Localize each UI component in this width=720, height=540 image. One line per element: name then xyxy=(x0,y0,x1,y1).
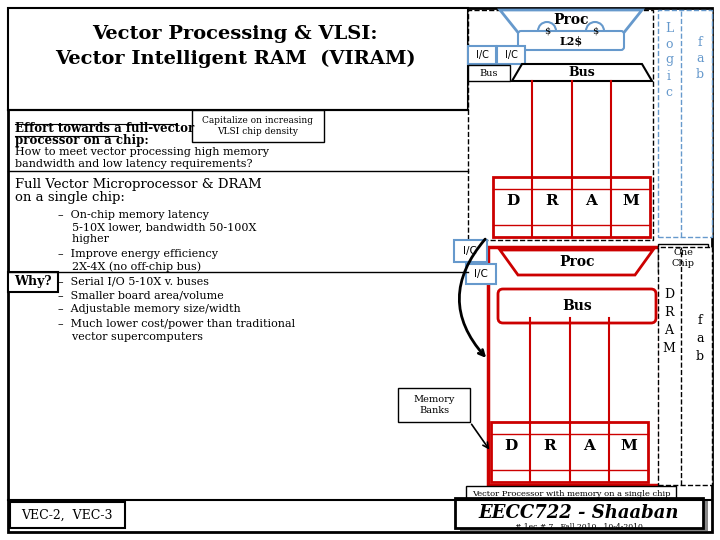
Text: I/C: I/C xyxy=(474,269,488,279)
Text: on a single chip:: on a single chip: xyxy=(15,191,125,204)
Text: c: c xyxy=(665,85,672,98)
Bar xyxy=(454,240,487,262)
Text: Bus: Bus xyxy=(562,299,592,313)
Text: f: f xyxy=(698,314,702,327)
Bar xyxy=(192,110,324,142)
Bar xyxy=(497,46,525,64)
Text: Full Vector Microprocessor & DRAM: Full Vector Microprocessor & DRAM xyxy=(15,178,262,191)
Text: 5-10X lower, bandwidth 50-100X: 5-10X lower, bandwidth 50-100X xyxy=(58,222,256,232)
Text: Proc: Proc xyxy=(553,13,589,27)
Text: Vector Intelligent RAM  (VIRAM): Vector Intelligent RAM (VIRAM) xyxy=(55,50,415,68)
FancyBboxPatch shape xyxy=(518,31,624,50)
Text: b: b xyxy=(696,69,704,82)
Bar xyxy=(658,247,712,485)
Text: a: a xyxy=(696,332,703,345)
Text: –  Much lower cost/power than traditional: – Much lower cost/power than traditional xyxy=(58,319,295,329)
Bar xyxy=(658,10,712,237)
Bar xyxy=(491,422,648,482)
Text: L2$: L2$ xyxy=(559,36,582,46)
Text: Capitalize on increasing
VLSI chip density: Capitalize on increasing VLSI chip densi… xyxy=(202,116,313,137)
Text: higher: higher xyxy=(58,234,109,244)
Text: –  Improve energy efficiency: – Improve energy efficiency xyxy=(58,249,218,259)
Text: One
Chip: One Chip xyxy=(672,248,695,268)
Text: R: R xyxy=(665,307,674,320)
Bar xyxy=(8,8,468,110)
Text: # 1ec # 7   Fall 2010   10-4-2010: # 1ec # 7 Fall 2010 10-4-2010 xyxy=(515,523,643,531)
Text: b: b xyxy=(696,349,704,362)
Circle shape xyxy=(538,22,556,40)
Text: a: a xyxy=(696,52,703,65)
Text: bandwidth and low latency requirements?: bandwidth and low latency requirements? xyxy=(15,159,253,169)
Bar xyxy=(658,244,708,272)
Bar xyxy=(466,264,496,284)
Polygon shape xyxy=(512,64,652,81)
Text: I/C: I/C xyxy=(476,50,488,60)
Text: Why?: Why? xyxy=(14,275,52,288)
Text: How to meet vector processing high memory: How to meet vector processing high memor… xyxy=(15,147,269,157)
Bar xyxy=(468,10,653,240)
Bar xyxy=(493,177,650,237)
Text: Effort towards a full-vector: Effort towards a full-vector xyxy=(15,122,194,135)
Text: R: R xyxy=(544,439,556,453)
Text: D: D xyxy=(664,288,674,301)
Text: o: o xyxy=(665,37,672,51)
Text: A: A xyxy=(665,325,673,338)
Circle shape xyxy=(586,22,604,40)
Text: Vector Processing & VLSI:: Vector Processing & VLSI: xyxy=(92,25,378,43)
Text: D: D xyxy=(506,194,519,208)
Text: g: g xyxy=(665,53,673,66)
Bar xyxy=(460,501,708,531)
Text: i: i xyxy=(667,70,671,83)
Text: I/C: I/C xyxy=(463,246,477,256)
Bar xyxy=(398,388,470,422)
Text: D: D xyxy=(504,439,517,453)
Text: –  On-chip memory latency: – On-chip memory latency xyxy=(58,210,209,220)
Text: vector supercomputers: vector supercomputers xyxy=(58,332,203,342)
Text: I/C: I/C xyxy=(505,50,518,60)
Text: A: A xyxy=(585,194,597,208)
Bar xyxy=(468,65,510,81)
Polygon shape xyxy=(500,10,642,35)
Text: processor on a chip:: processor on a chip: xyxy=(15,134,149,147)
Bar xyxy=(8,272,58,292)
Text: Proc: Proc xyxy=(559,255,595,269)
FancyBboxPatch shape xyxy=(498,289,656,323)
Text: Bus: Bus xyxy=(569,65,595,78)
Text: f: f xyxy=(698,37,702,50)
Bar xyxy=(10,502,125,528)
Text: L: L xyxy=(665,22,673,35)
Text: Vector Processor with memory on a single chip: Vector Processor with memory on a single… xyxy=(472,490,670,498)
Text: A: A xyxy=(583,439,595,453)
Text: R: R xyxy=(546,194,558,208)
Text: $: $ xyxy=(544,26,550,36)
Bar xyxy=(468,46,496,64)
Text: –  Adjustable memory size/width: – Adjustable memory size/width xyxy=(58,304,240,314)
Bar xyxy=(488,247,660,485)
Text: Bus: Bus xyxy=(480,69,498,78)
Text: $: $ xyxy=(592,26,598,36)
Polygon shape xyxy=(500,250,653,275)
Text: Memory
Banks: Memory Banks xyxy=(413,395,455,415)
Text: M: M xyxy=(620,439,636,453)
Text: M: M xyxy=(622,194,639,208)
Text: EECC722 - Shaaban: EECC722 - Shaaban xyxy=(479,504,679,522)
Bar xyxy=(466,486,676,502)
Text: 2X-4X (no off-chip bus): 2X-4X (no off-chip bus) xyxy=(58,261,201,272)
Bar xyxy=(455,498,703,528)
Text: –  Smaller board area/volume: – Smaller board area/volume xyxy=(58,291,224,301)
Text: M: M xyxy=(662,342,675,355)
Text: VEC-2,  VEC-3: VEC-2, VEC-3 xyxy=(22,509,113,522)
Text: –  Serial I/O 5-10X v. buses: – Serial I/O 5-10X v. buses xyxy=(58,276,209,286)
